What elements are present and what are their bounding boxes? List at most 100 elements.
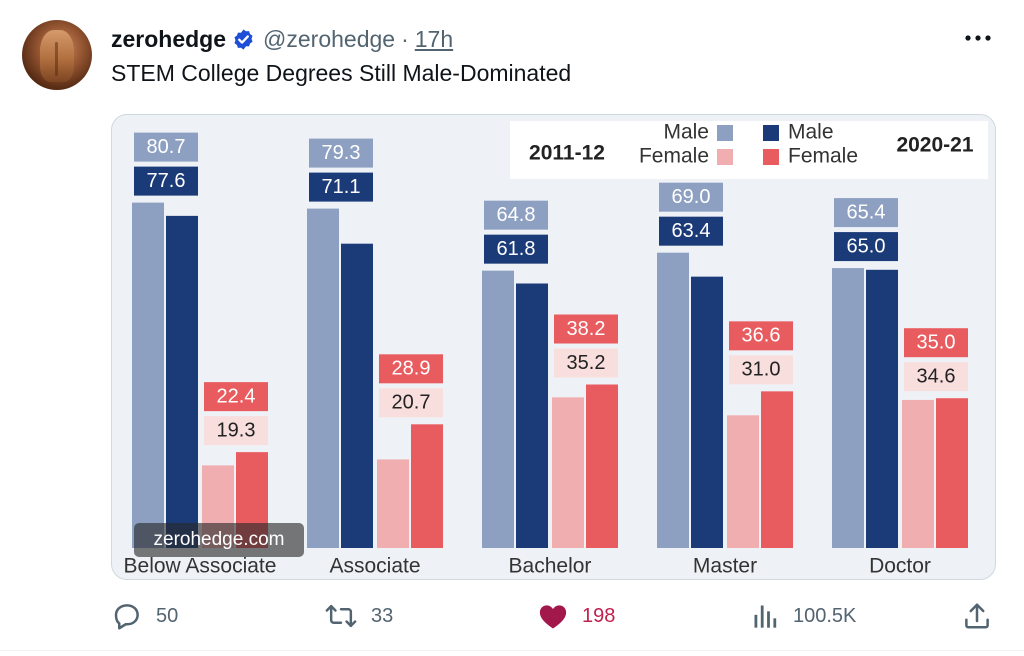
legend-period-left: 2011-12: [529, 142, 605, 165]
label-box-female-2020: [204, 382, 268, 412]
data-label-female-2020: 22.4: [217, 385, 256, 407]
legend-male-right: Male: [788, 121, 834, 144]
label-box-female-2020: [379, 354, 443, 384]
label-box-male-2020: [834, 232, 898, 262]
view-count: 100.5K: [793, 604, 857, 627]
data-label-male-2020: 61.8: [497, 238, 536, 260]
label-box-male-2020: [659, 216, 723, 246]
data-label-female-2011: 19.3: [217, 419, 256, 441]
label-box-male-2020: [484, 234, 548, 264]
avatar[interactable]: [22, 20, 92, 90]
legend-female-right: Female: [788, 145, 858, 168]
data-label-male-2020: 65.0: [847, 235, 886, 257]
label-box-female-2011: [204, 416, 268, 446]
data-label-male-2020: 77.6: [147, 170, 186, 192]
bar-master-male-2020-21: [691, 276, 723, 548]
data-label-male-2020: 71.1: [322, 176, 361, 198]
category-label: Associate: [329, 555, 420, 578]
views-button[interactable]: 100.5K: [751, 594, 856, 638]
like-count: 198: [582, 604, 616, 627]
more-options-icon[interactable]: [962, 26, 994, 50]
timestamp-link[interactable]: 17h: [414, 25, 454, 52]
label-box-female-2011: [554, 348, 618, 378]
bar-doctor-female-2011-12: [902, 399, 934, 548]
views-bar-icon: [754, 605, 777, 628]
bar-associate-female-2020-21: [411, 424, 443, 548]
data-label-female-2020: 28.9: [392, 358, 431, 380]
like-button[interactable]: 198: [538, 594, 615, 638]
data-label-female-2020: 36.6: [742, 325, 781, 347]
legend-swatch-male-2011: [717, 125, 733, 141]
bar-below-associate-male-2020-21: [166, 215, 198, 548]
reply-count: 50: [156, 604, 179, 627]
bar-bachelor-female-2011-12: [552, 397, 584, 548]
share-button[interactable]: [962, 594, 1006, 638]
data-label-female-2020: 38.2: [567, 318, 606, 340]
label-box-female-2011: [729, 355, 793, 385]
label-box-male-2011: [309, 138, 373, 168]
category-label: Doctor: [869, 555, 931, 578]
tweet-header: zerohedge @zerohedge · 17h: [111, 26, 453, 52]
watermark-text: zerohedge.com: [154, 529, 285, 550]
label-box-male-2020: [134, 166, 198, 196]
legend-swatch-male-2020: [763, 125, 779, 141]
bar-master-female-2011-12: [727, 415, 759, 548]
label-box-female-2020: [554, 314, 618, 344]
data-label-female-2011: 31.0: [742, 359, 781, 381]
bar-doctor-male-2020-21: [866, 269, 898, 548]
data-label-male-2020: 63.4: [672, 220, 711, 242]
bar-master-female-2020-21: [761, 391, 793, 548]
label-box-female-2020: [904, 328, 968, 358]
avatar-shade: [55, 42, 58, 76]
label-box-female-2011: [379, 388, 443, 418]
category-label: Bachelor: [509, 555, 592, 578]
label-box-female-2020: [729, 321, 793, 351]
share-icon: [965, 603, 989, 629]
label-box-male-2011: [484, 200, 548, 230]
tweet-text: STEM College Degrees Still Male-Dominate…: [111, 60, 572, 86]
data-label-male-2011: 80.7: [147, 136, 186, 158]
legend-male-left: Male: [663, 121, 709, 144]
bar-doctor-male-2011-12: [832, 268, 864, 548]
watermark: zerohedge.com: [134, 523, 304, 557]
retweet-count: 33: [371, 604, 394, 627]
retweet-icon: [325, 604, 357, 628]
separator-dot: ·: [401, 25, 409, 52]
bar-associate-male-2011-12: [307, 208, 339, 548]
bar-associate-female-2011-12: [377, 459, 409, 548]
reply-button[interactable]: 50: [112, 594, 178, 638]
verified-badge-icon: [234, 28, 253, 50]
data-label-male-2011: 79.3: [322, 142, 361, 164]
label-box-male-2020: [309, 172, 373, 202]
reply-icon: [114, 604, 139, 630]
data-label-female-2011: 34.6: [917, 365, 956, 387]
bar-doctor-female-2020-21: [936, 398, 968, 548]
category-label: Master: [693, 555, 757, 578]
legend-background: [510, 121, 988, 179]
chart-legend: 2011-12 Male Female Male Female 2020-21: [510, 121, 988, 179]
legend-period-right: 2020-21: [896, 134, 973, 157]
action-bar: 50 33 198 100.5K: [0, 594, 1024, 638]
legend-female-left: Female: [639, 145, 709, 168]
label-box-male-2011: [134, 132, 198, 162]
display-name[interactable]: zerohedge: [111, 25, 227, 52]
label-box-male-2011: [834, 198, 898, 228]
handle[interactable]: @zerohedge: [263, 25, 396, 52]
label-box-female-2011: [904, 362, 968, 392]
watermark-background: [134, 523, 304, 557]
bar-associate-male-2020-21: [341, 243, 373, 548]
divider: [0, 650, 1024, 651]
bar-bachelor-male-2020-21: [516, 283, 548, 548]
data-label-female-2020: 35.0: [917, 331, 956, 353]
data-label-female-2011: 20.7: [392, 392, 431, 414]
bar-master-male-2011-12: [657, 252, 689, 548]
legend-swatch-female-2011: [717, 149, 733, 165]
label-box-male-2011: [659, 182, 723, 212]
data-label-male-2011: 69.0: [672, 186, 711, 208]
category-label: Below Associate: [124, 555, 277, 578]
data-label-male-2011: 64.8: [497, 204, 536, 226]
data-label-male-2011: 65.4: [847, 201, 886, 223]
tweet-media-chart[interactable]: 2011-12 Male Female Male Female 2020-21 …: [111, 114, 996, 580]
retweet-button[interactable]: 33: [325, 594, 393, 638]
